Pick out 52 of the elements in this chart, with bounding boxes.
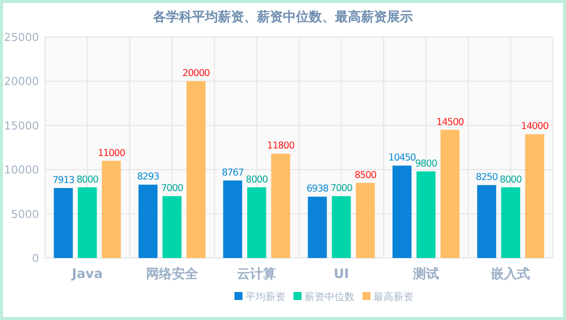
bar (78, 187, 97, 258)
x-tick-label: UI (334, 267, 350, 282)
bar (332, 196, 351, 258)
data-label: 8000 (246, 174, 268, 186)
x-tick-label: 测试 (412, 266, 439, 282)
data-label: 6938 (306, 184, 329, 195)
data-label: 8250 (476, 172, 498, 184)
legend-label: 薪资中位数 (304, 291, 354, 303)
bar (102, 160, 121, 258)
bar (356, 182, 375, 258)
bar (477, 185, 496, 258)
data-label: 7000 (330, 183, 353, 194)
x-tick-label: 嵌入式 (490, 266, 530, 282)
legend-label: 最高薪资 (374, 291, 414, 303)
data-label: 8000 (76, 174, 99, 186)
y-tick-label: 15000 (4, 119, 39, 132)
bar (186, 81, 206, 258)
data-label: 14000 (521, 121, 549, 132)
bar (392, 166, 412, 258)
data-label: 7913 (52, 175, 75, 186)
data-label: 20000 (182, 68, 210, 80)
y-tick-label: 20000 (4, 75, 39, 88)
bar (138, 184, 158, 258)
bar (501, 187, 520, 258)
data-label: 8767 (222, 168, 244, 178)
y-tick-label: 25000 (4, 31, 39, 44)
bar (416, 171, 436, 258)
bar (54, 188, 73, 258)
legend-label: 平均薪资 (246, 291, 286, 303)
bar (162, 196, 182, 258)
y-tick-label: 0 (32, 252, 39, 265)
bar (271, 154, 290, 258)
bar (525, 134, 544, 258)
chart-title: 各学科平均薪资、薪资中位数、最高薪资展示 (152, 9, 413, 25)
y-tick-label: 10000 (4, 164, 39, 177)
bar (308, 196, 327, 258)
bar (440, 130, 460, 258)
x-tick-label: 云计算 (237, 267, 276, 282)
data-label: 9800 (415, 158, 438, 170)
bar (247, 187, 266, 258)
data-label: 11800 (267, 140, 295, 152)
data-label: 10450 (388, 152, 416, 164)
y-tick-label: 5000 (11, 208, 39, 221)
data-label: 8500 (354, 170, 377, 181)
data-label: 8000 (500, 174, 522, 186)
x-tick-label: Java (70, 267, 103, 282)
data-label: 14500 (436, 116, 464, 128)
bar (223, 180, 242, 258)
data-label: 11000 (98, 148, 126, 159)
data-label: 8293 (137, 172, 160, 183)
data-label: 7000 (161, 183, 184, 194)
x-tick-label: 网络安全 (146, 266, 199, 282)
